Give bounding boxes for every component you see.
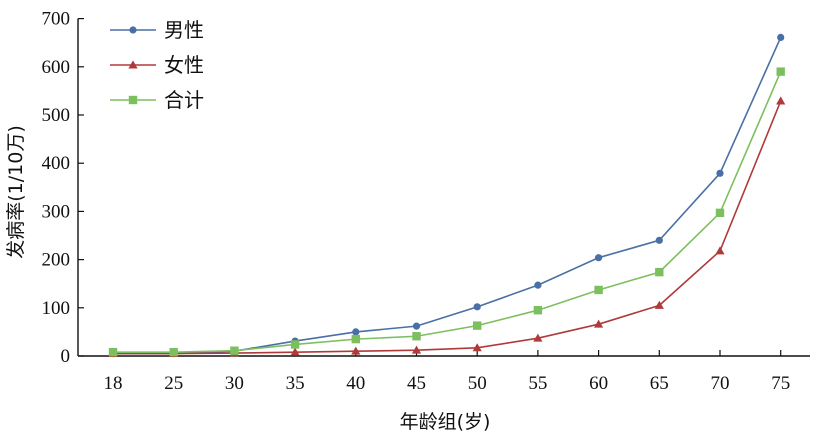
y-tick-label: 600 xyxy=(42,57,71,78)
data-point xyxy=(654,300,664,309)
y-tick-label: 300 xyxy=(42,201,71,222)
x-tick-label: 70 xyxy=(711,373,730,394)
y-tick-label: 500 xyxy=(42,105,71,126)
data-point xyxy=(655,236,663,244)
data-point xyxy=(412,332,421,341)
legend-item: 女性 xyxy=(110,53,204,77)
data-point xyxy=(776,67,785,76)
x-tick-label: 65 xyxy=(650,373,669,394)
data-point xyxy=(290,340,300,349)
x-axis-title: 年龄组(岁) xyxy=(400,411,491,433)
data-point xyxy=(169,347,178,357)
chart-series-layer xyxy=(108,33,786,358)
data-point xyxy=(412,322,421,330)
data-point xyxy=(533,306,543,315)
data-point xyxy=(777,33,785,41)
x-tick-label: 30 xyxy=(225,373,244,394)
data-point xyxy=(716,169,724,177)
data-point xyxy=(411,345,422,354)
data-point xyxy=(534,281,542,289)
x-tick-label: 18 xyxy=(104,373,123,394)
chart-axes: 0 100 200 300 400 500 600 700 18 25 30 35 40 45 50 55 60… xyxy=(42,9,810,394)
x-tick-label: 25 xyxy=(164,373,183,394)
x-tick-label: 60 xyxy=(589,373,608,394)
x-tick-label: 55 xyxy=(528,373,547,394)
data-point xyxy=(715,246,725,255)
y-tick-label: 0 xyxy=(61,346,71,367)
data-point xyxy=(473,303,481,311)
x-tick-label: 75 xyxy=(771,373,790,394)
y-tick-label: 100 xyxy=(42,298,71,319)
legend-label: 男性 xyxy=(164,18,204,42)
legend-item: 男性 xyxy=(110,18,204,42)
data-point xyxy=(290,347,300,356)
y-axis-title: 发病率(1/10万) xyxy=(5,125,27,259)
legend-marker xyxy=(129,26,137,34)
legend-label: 合计 xyxy=(164,88,204,112)
data-point xyxy=(715,208,725,218)
series-line xyxy=(113,71,782,353)
data-point xyxy=(352,328,360,336)
data-point xyxy=(594,319,604,328)
series-0 xyxy=(109,33,785,358)
series-line xyxy=(113,37,782,355)
legend-item: 合计 xyxy=(110,88,204,112)
data-point xyxy=(533,333,543,342)
data-point xyxy=(473,321,482,330)
data-point xyxy=(230,346,239,355)
legend-label: 女性 xyxy=(164,53,204,77)
x-tick-label: 40 xyxy=(346,373,365,394)
data-point xyxy=(594,285,603,295)
data-point xyxy=(655,267,664,277)
data-point xyxy=(776,96,786,105)
legend-marker xyxy=(128,95,138,105)
data-point xyxy=(595,254,603,262)
y-tick-label: 200 xyxy=(42,250,71,271)
x-tick-label: 50 xyxy=(468,373,487,394)
data-point xyxy=(351,334,360,344)
data-point xyxy=(108,347,118,357)
x-tick-label: 45 xyxy=(407,373,426,394)
x-tick-label: 35 xyxy=(286,373,305,394)
y-tick-label: 400 xyxy=(42,153,71,174)
legend-marker xyxy=(128,60,138,69)
series-2 xyxy=(108,67,785,357)
series-1 xyxy=(108,96,786,358)
series-line xyxy=(113,100,782,355)
data-point xyxy=(351,346,361,355)
y-tick-label: 700 xyxy=(42,9,71,30)
data-point xyxy=(472,343,482,352)
